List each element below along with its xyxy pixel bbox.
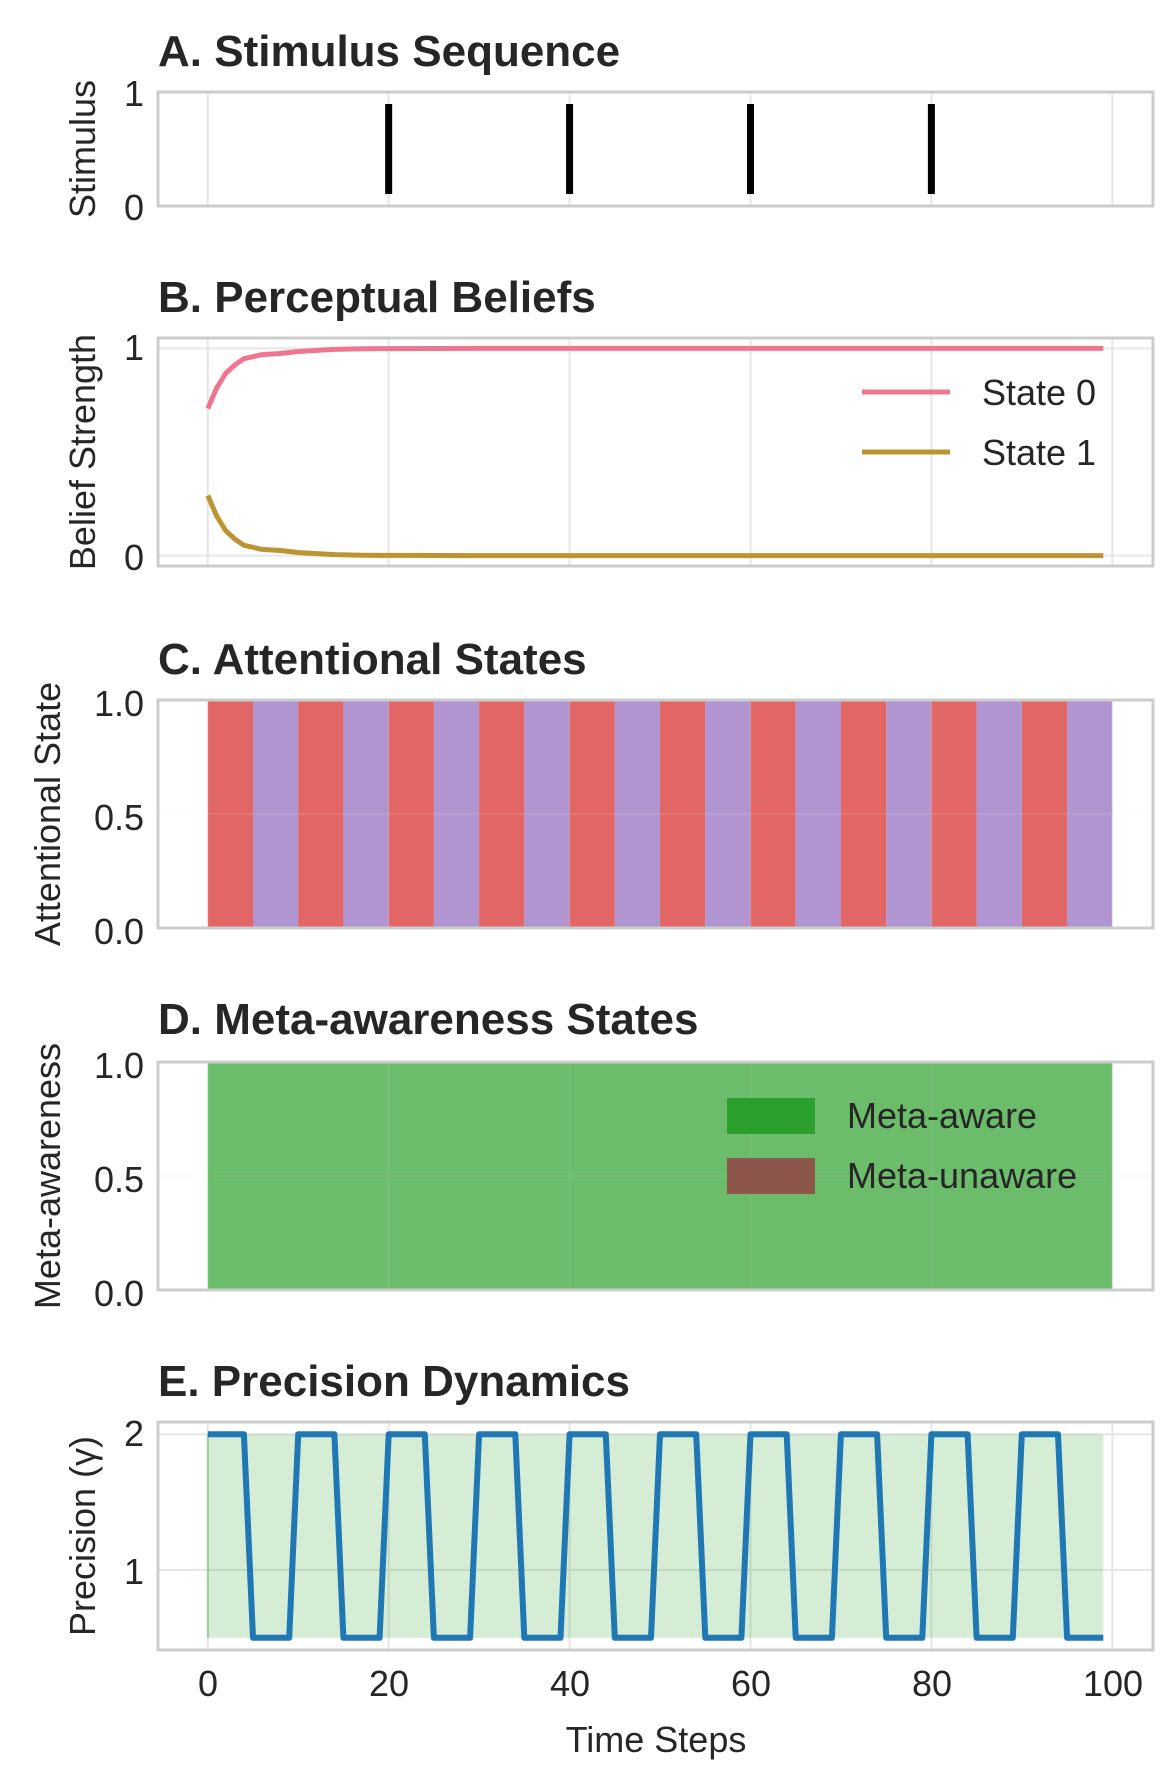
x-tick-labels: 0 20 40 60 80 100 bbox=[198, 1663, 1143, 1704]
x-tick-100: 100 bbox=[1083, 1663, 1143, 1704]
attention-block-11 bbox=[705, 700, 751, 928]
legend-meta-aware-label: Meta-aware bbox=[847, 1095, 1037, 1136]
panel-c-ytick-0.5: 0.5 bbox=[94, 797, 144, 838]
panel-e-ylabel: Precision (γ) bbox=[62, 1436, 103, 1636]
attention-block-1 bbox=[252, 700, 299, 928]
x-axis-label: Time Steps bbox=[566, 1719, 747, 1760]
attention-block-0 bbox=[207, 700, 253, 928]
panel-e-frame bbox=[156, 1420, 1155, 1652]
attention-block-5 bbox=[433, 700, 480, 928]
x-tick-80: 80 bbox=[912, 1663, 952, 1704]
attention-block-6 bbox=[479, 700, 525, 928]
legend-meta-aware-swatch bbox=[727, 1098, 815, 1134]
attention-block-9 bbox=[614, 700, 661, 928]
panel-d-ylabel: Meta-awareness bbox=[27, 1043, 68, 1309]
x-tick-40: 40 bbox=[550, 1663, 590, 1704]
x-tick-0: 0 bbox=[198, 1663, 218, 1704]
legend-meta-unaware-label: Meta-unaware bbox=[847, 1155, 1077, 1196]
panel-c-frame bbox=[156, 698, 1155, 930]
attention-block-10 bbox=[660, 700, 706, 928]
panel-b-ytick-1: 1 bbox=[124, 327, 144, 368]
panel-e-ytick-2: 2 bbox=[124, 1413, 144, 1454]
panel-meta-awareness-states: D. Meta-awareness States 1.0 0.5 0.0 Met… bbox=[27, 995, 1155, 1314]
panel-c-ytick-0.0: 0.0 bbox=[94, 911, 144, 952]
attention-block-19 bbox=[1067, 700, 1113, 928]
panel-d-legend: Meta-aware Meta-unaware bbox=[727, 1095, 1077, 1196]
attention-block-2 bbox=[298, 700, 344, 928]
panel-precision-dynamics: E. Precision Dynamics 2 1 Precision (γ) … bbox=[62, 1357, 1155, 1760]
panel-b-legend: State 0 State 1 bbox=[862, 372, 1096, 473]
panel-attentional-states: C. Attentional States 1.0 0.5 0.0 Attent… bbox=[27, 635, 1155, 952]
panel-c-ylabel: Attentional State bbox=[27, 682, 68, 946]
attention-block-8 bbox=[569, 700, 615, 928]
panel-d-ytick-0.0: 0.0 bbox=[94, 1273, 144, 1314]
attention-block-13 bbox=[795, 700, 841, 928]
panel-b-frame bbox=[156, 336, 1155, 568]
panel-a-title: A. Stimulus Sequence bbox=[158, 27, 620, 76]
panel-e-ytick-1: 1 bbox=[124, 1551, 144, 1592]
panel-a-frame bbox=[156, 90, 1155, 208]
meta-aware-span bbox=[207, 1062, 1113, 1290]
belief-line-state-1 bbox=[205, 494, 1104, 559]
panel-a-ylabel: Stimulus bbox=[62, 80, 103, 218]
precision-line bbox=[207, 1431, 1104, 1641]
panel-d-title: D. Meta-awareness States bbox=[158, 995, 698, 1044]
attention-block-14 bbox=[840, 700, 887, 928]
panel-c-title: C. Attentional States bbox=[158, 635, 587, 684]
panel-e-title: E. Precision Dynamics bbox=[158, 1357, 630, 1406]
panel-d-ytick-0.5: 0.5 bbox=[94, 1159, 144, 1200]
panel-a-ytick-1: 1 bbox=[124, 73, 144, 114]
attention-block-18 bbox=[1021, 700, 1068, 928]
panel-c-ytick-1.0: 1.0 bbox=[94, 683, 144, 724]
belief-line-state-0 bbox=[205, 345, 1104, 410]
panel-stimulus-sequence: A. Stimulus Sequence 1 0 Stimulus bbox=[62, 27, 1155, 228]
legend-state-1-label: State 1 bbox=[982, 432, 1096, 473]
panel-a-ytick-0: 0 bbox=[124, 187, 144, 228]
attention-block-17 bbox=[976, 700, 1022, 928]
panel-perceptual-beliefs: B. Perceptual Beliefs 1 0 Belief Strengt… bbox=[62, 273, 1155, 578]
attention-block-15 bbox=[886, 700, 932, 928]
panel-d-frame bbox=[156, 1060, 1155, 1292]
x-tick-60: 60 bbox=[731, 1663, 771, 1704]
attention-block-7 bbox=[524, 700, 570, 928]
legend-state-0-label: State 0 bbox=[982, 372, 1096, 413]
panel-b-title: B. Perceptual Beliefs bbox=[158, 273, 596, 322]
attention-block-3 bbox=[343, 700, 389, 928]
x-tick-20: 20 bbox=[369, 1663, 409, 1704]
legend-meta-unaware-swatch bbox=[727, 1158, 815, 1194]
attention-block-16 bbox=[931, 700, 977, 928]
panel-b-ylabel: Belief Strength bbox=[62, 334, 103, 570]
attention-block-12 bbox=[750, 700, 796, 928]
panel-b-ytick-0: 0 bbox=[124, 537, 144, 578]
attention-block-4 bbox=[388, 700, 434, 928]
panel-d-ytick-1.0: 1.0 bbox=[94, 1045, 144, 1086]
